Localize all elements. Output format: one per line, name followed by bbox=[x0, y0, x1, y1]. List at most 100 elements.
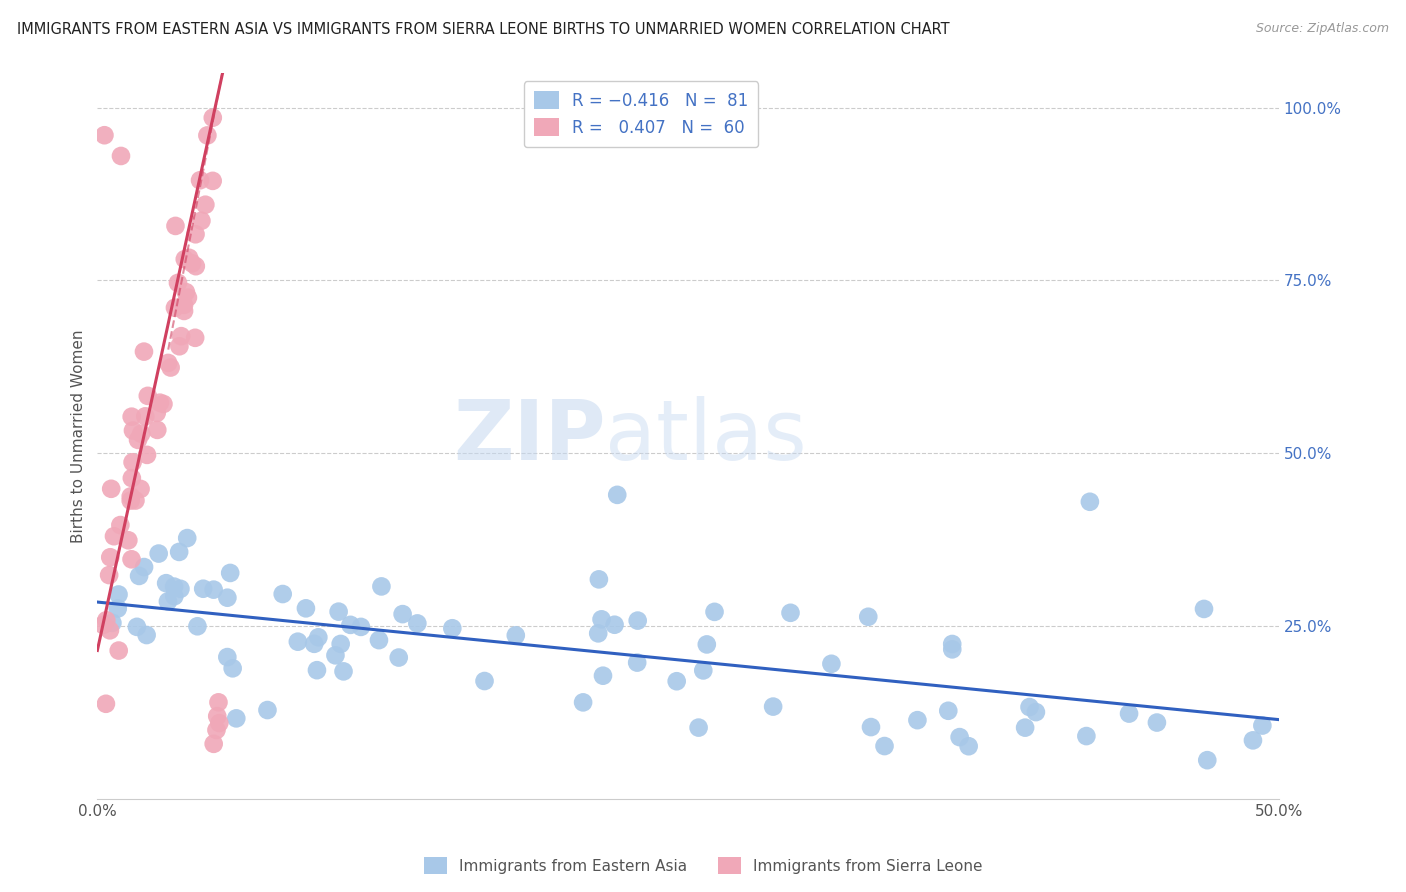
Point bbox=[208, 716, 231, 731]
Point bbox=[295, 601, 318, 615]
Point bbox=[603, 617, 626, 632]
Point bbox=[132, 560, 155, 574]
Point bbox=[328, 605, 350, 619]
Point bbox=[173, 252, 195, 267]
Point bbox=[121, 455, 143, 469]
Point bbox=[688, 721, 710, 735]
Point bbox=[941, 637, 963, 651]
Point bbox=[858, 609, 880, 624]
Point bbox=[98, 624, 121, 638]
Point bbox=[325, 648, 347, 663]
Point bbox=[129, 482, 152, 496]
Point bbox=[505, 628, 527, 642]
Point bbox=[307, 630, 329, 644]
Point bbox=[176, 531, 198, 545]
Point bbox=[305, 663, 328, 677]
Text: Source: ZipAtlas.com: Source: ZipAtlas.com bbox=[1256, 22, 1389, 36]
Point bbox=[1014, 721, 1036, 735]
Point bbox=[202, 582, 225, 597]
Point bbox=[194, 198, 217, 212]
Point bbox=[1018, 700, 1040, 714]
Point bbox=[110, 518, 132, 533]
Point bbox=[1076, 729, 1098, 743]
Point bbox=[217, 650, 239, 665]
Point bbox=[388, 650, 411, 665]
Point bbox=[201, 174, 224, 188]
Point bbox=[184, 227, 207, 242]
Point bbox=[184, 331, 207, 345]
Point bbox=[703, 605, 725, 619]
Point bbox=[329, 637, 352, 651]
Point bbox=[665, 674, 688, 689]
Point bbox=[1146, 715, 1168, 730]
Point bbox=[163, 301, 186, 315]
Point bbox=[155, 576, 177, 591]
Point bbox=[98, 550, 121, 565]
Point bbox=[94, 697, 117, 711]
Point bbox=[124, 493, 146, 508]
Point bbox=[170, 329, 193, 343]
Point bbox=[121, 409, 143, 424]
Point bbox=[287, 634, 309, 648]
Point bbox=[103, 529, 125, 543]
Point bbox=[873, 739, 896, 753]
Point bbox=[174, 285, 197, 299]
Point bbox=[135, 628, 157, 642]
Y-axis label: Births to Unmarried Women: Births to Unmarried Women bbox=[72, 329, 86, 543]
Point bbox=[193, 582, 215, 596]
Point bbox=[96, 613, 118, 627]
Point bbox=[110, 149, 132, 163]
Point bbox=[129, 426, 152, 441]
Point bbox=[391, 607, 413, 621]
Point bbox=[205, 723, 228, 737]
Point bbox=[1118, 706, 1140, 721]
Point bbox=[120, 493, 142, 508]
Point bbox=[332, 665, 354, 679]
Point bbox=[107, 643, 129, 657]
Point bbox=[859, 720, 882, 734]
Point bbox=[146, 423, 169, 437]
Text: IMMIGRANTS FROM EASTERN ASIA VS IMMIGRANTS FROM SIERRA LEONE BIRTHS TO UNMARRIED: IMMIGRANTS FROM EASTERN ASIA VS IMMIGRAN… bbox=[17, 22, 949, 37]
Point bbox=[219, 566, 242, 580]
Point bbox=[152, 397, 174, 411]
Point bbox=[107, 601, 129, 615]
Point bbox=[779, 606, 801, 620]
Point bbox=[132, 344, 155, 359]
Point bbox=[696, 637, 718, 651]
Point bbox=[441, 621, 464, 635]
Point bbox=[165, 219, 187, 233]
Point bbox=[188, 173, 211, 187]
Point bbox=[107, 587, 129, 601]
Point bbox=[159, 360, 181, 375]
Point bbox=[370, 579, 392, 593]
Point bbox=[207, 695, 229, 709]
Point bbox=[122, 424, 145, 438]
Point bbox=[145, 406, 167, 420]
Point bbox=[136, 389, 159, 403]
Point bbox=[121, 552, 143, 566]
Point bbox=[93, 128, 115, 143]
Point bbox=[100, 482, 122, 496]
Point bbox=[1241, 733, 1264, 747]
Point bbox=[1192, 602, 1215, 616]
Point bbox=[586, 626, 609, 640]
Text: ZIP: ZIP bbox=[453, 395, 606, 476]
Point bbox=[149, 395, 172, 409]
Point bbox=[202, 737, 225, 751]
Point bbox=[101, 615, 124, 630]
Point bbox=[221, 661, 243, 675]
Point bbox=[225, 711, 247, 725]
Point bbox=[606, 488, 628, 502]
Point bbox=[197, 128, 219, 143]
Point bbox=[1025, 705, 1047, 719]
Point bbox=[474, 673, 496, 688]
Point bbox=[1251, 718, 1274, 732]
Point bbox=[173, 304, 195, 318]
Point bbox=[177, 291, 200, 305]
Point bbox=[588, 573, 610, 587]
Point bbox=[1078, 495, 1101, 509]
Point bbox=[163, 589, 186, 603]
Point bbox=[207, 709, 229, 723]
Point bbox=[167, 545, 190, 559]
Point bbox=[136, 448, 159, 462]
